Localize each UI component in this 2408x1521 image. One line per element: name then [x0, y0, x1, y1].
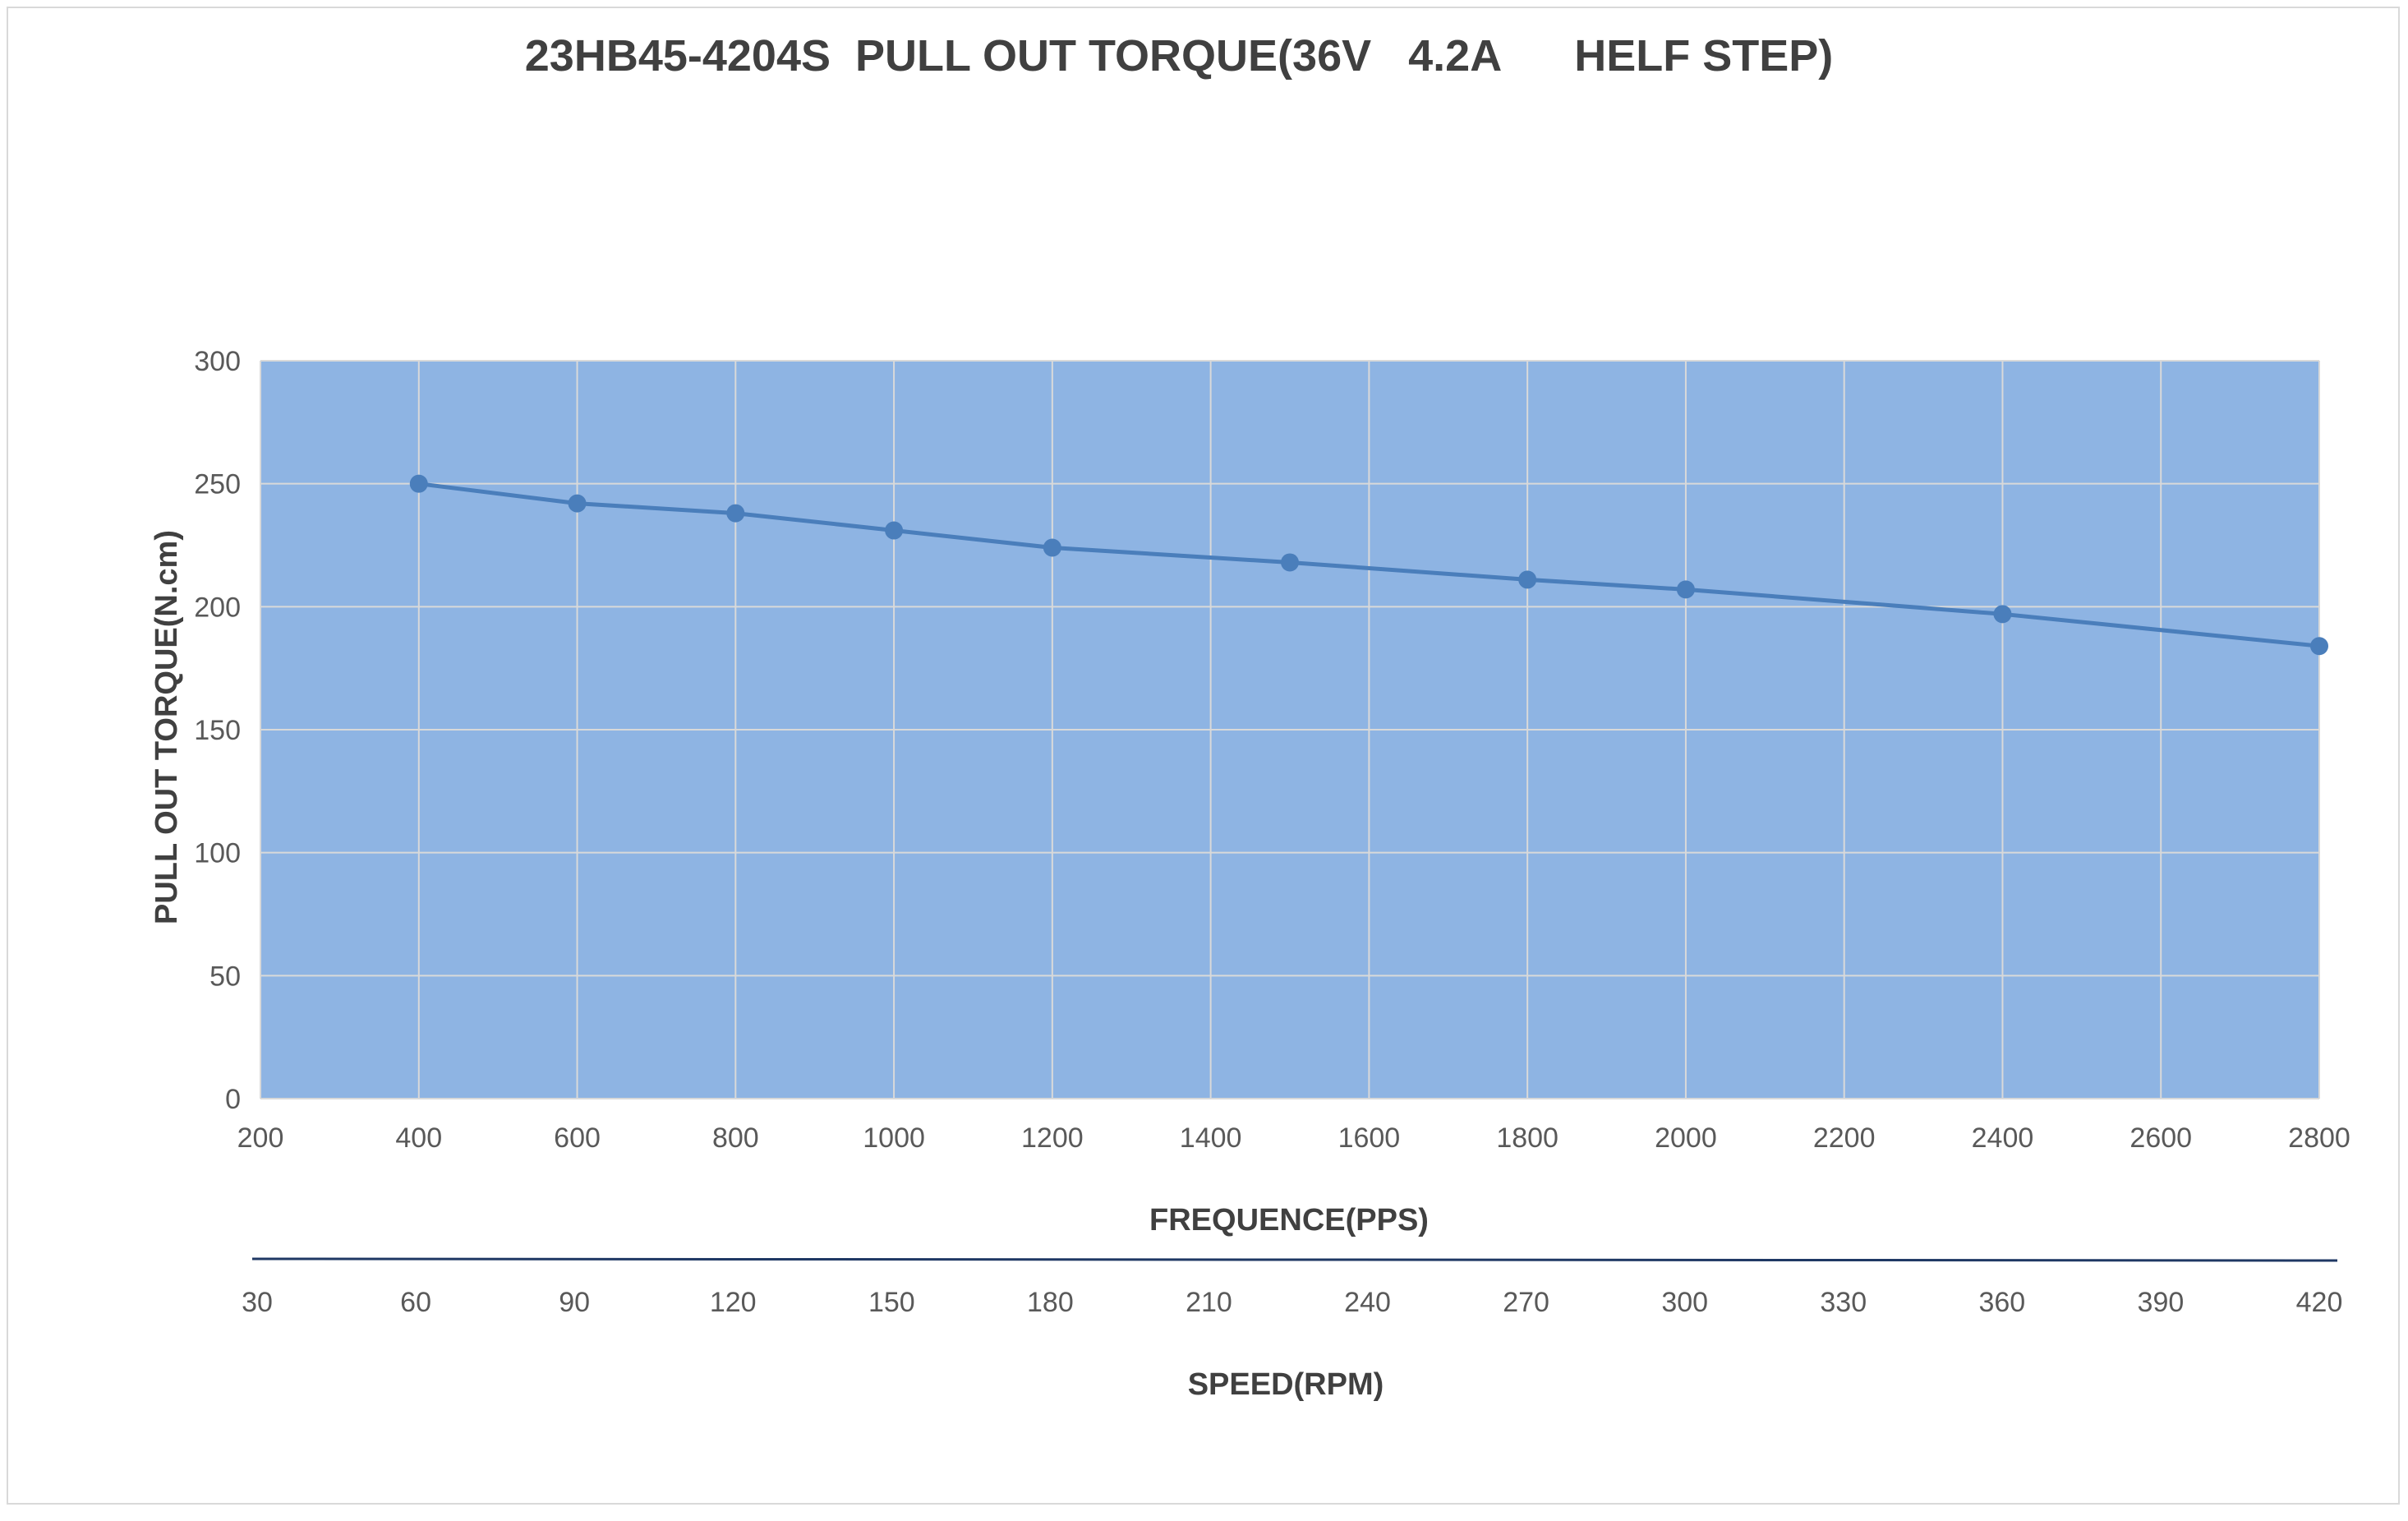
- data-point-9: [2310, 637, 2328, 656]
- x-tick-label-7: 1600: [1338, 1122, 1401, 1154]
- x-axis-ticks: 200 400 600 800 1000 1200 1400 1600 1800 2000 2200…: [237, 1122, 2350, 1154]
- y-tick-label-4: 200: [194, 592, 241, 623]
- x-tick-label-0: 200: [237, 1122, 284, 1154]
- y-tick-label-2: 100: [194, 838, 241, 869]
- y-tick-label-3: 150: [194, 715, 241, 746]
- y-tick-label-6: 300: [194, 346, 241, 377]
- data-point-8: [1993, 605, 2012, 624]
- data-point-1: [568, 494, 587, 513]
- x-tick-label-6: 1400: [1180, 1122, 1242, 1154]
- y-axis-title: PULL OUT TORQUE(N.cm): [150, 530, 184, 924]
- secondary-tick-label-9: 300: [1661, 1287, 1708, 1318]
- y-tick-label-5: 250: [194, 469, 241, 500]
- secondary-axis-ticks: 30 60 90 120 150 180 210 240 270 300 330 360 390 420: [242, 1287, 2342, 1318]
- secondary-tick-label-2: 90: [559, 1287, 590, 1318]
- secondary-tick-label-3: 120: [710, 1287, 757, 1318]
- secondary-tick-label-11: 360: [1978, 1287, 2025, 1318]
- x-tick-label-10: 2200: [1813, 1122, 1876, 1154]
- y-tick-label-1: 50: [209, 961, 241, 992]
- secondary-axis-line: [251, 1257, 2338, 1262]
- y-tick-label-0: 0: [225, 1084, 241, 1115]
- x-tick-label-4: 1000: [863, 1122, 925, 1154]
- secondary-tick-label-7: 240: [1344, 1287, 1391, 1318]
- x-axis-title: FREQUENCE(PPS): [1149, 1203, 1429, 1238]
- secondary-tick-label-0: 30: [242, 1287, 273, 1318]
- x-tick-label-9: 2000: [1655, 1122, 1717, 1154]
- x-tick-label-8: 1800: [1496, 1122, 1559, 1154]
- secondary-tick-label-12: 390: [2138, 1287, 2185, 1318]
- data-point-2: [726, 504, 745, 523]
- secondary-tick-label-6: 210: [1186, 1287, 1232, 1318]
- grid-lines: [260, 360, 2320, 1099]
- secondary-axis-title: SPEED(RPM): [1188, 1367, 1384, 1402]
- secondary-tick-label-10: 330: [1820, 1287, 1867, 1318]
- data-point-4: [1043, 538, 1061, 557]
- secondary-tick-label-1: 60: [400, 1287, 431, 1318]
- chart-title: 23HB45-4204S PULL OUT TORQUE(36V 4.2A HE…: [525, 31, 1833, 81]
- x-tick-label-11: 2400: [1972, 1122, 2034, 1154]
- data-points: [409, 474, 2328, 656]
- data-point-3: [885, 521, 904, 540]
- secondary-tick-label-8: 270: [1503, 1287, 1549, 1318]
- data-point-7: [1676, 580, 1695, 599]
- x-tick-label-3: 800: [712, 1122, 759, 1154]
- data-point-0: [409, 474, 428, 493]
- x-tick-label-2: 600: [554, 1122, 601, 1154]
- secondary-tick-label-13: 420: [2296, 1287, 2343, 1318]
- x-tick-label-5: 1200: [1021, 1122, 1084, 1154]
- y-axis-ticks: 0 50 100 150 200 250 300: [194, 346, 241, 1115]
- secondary-tick-label-4: 150: [868, 1287, 915, 1318]
- data-point-6: [1518, 570, 1537, 589]
- x-tick-label-13: 2800: [2288, 1122, 2350, 1154]
- secondary-tick-label-5: 180: [1027, 1287, 1074, 1318]
- data-point-5: [1281, 553, 1299, 572]
- x-tick-label-1: 400: [395, 1122, 442, 1154]
- x-tick-label-12: 2600: [2129, 1122, 2192, 1154]
- series-line: [418, 482, 2320, 648]
